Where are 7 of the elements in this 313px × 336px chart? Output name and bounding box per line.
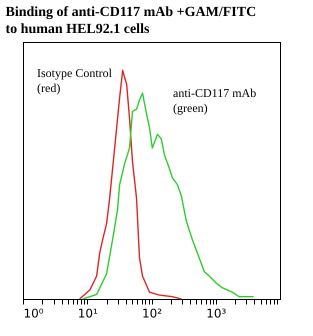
x-tick-label: 10² bbox=[142, 306, 162, 320]
chart-title: Binding of anti-CD117 mAb +GAM/FITC to human HEL92.1 cells bbox=[6, 5, 256, 37]
x-tick-label: 10⁰ bbox=[24, 306, 44, 320]
x-tick-label: 10³ bbox=[206, 306, 226, 320]
x-tick-label: 10¹ bbox=[78, 306, 98, 320]
annotation: Isotype Control (red) bbox=[37, 66, 113, 95]
annotation: anti-CD117 mAb (green) bbox=[173, 86, 256, 115]
